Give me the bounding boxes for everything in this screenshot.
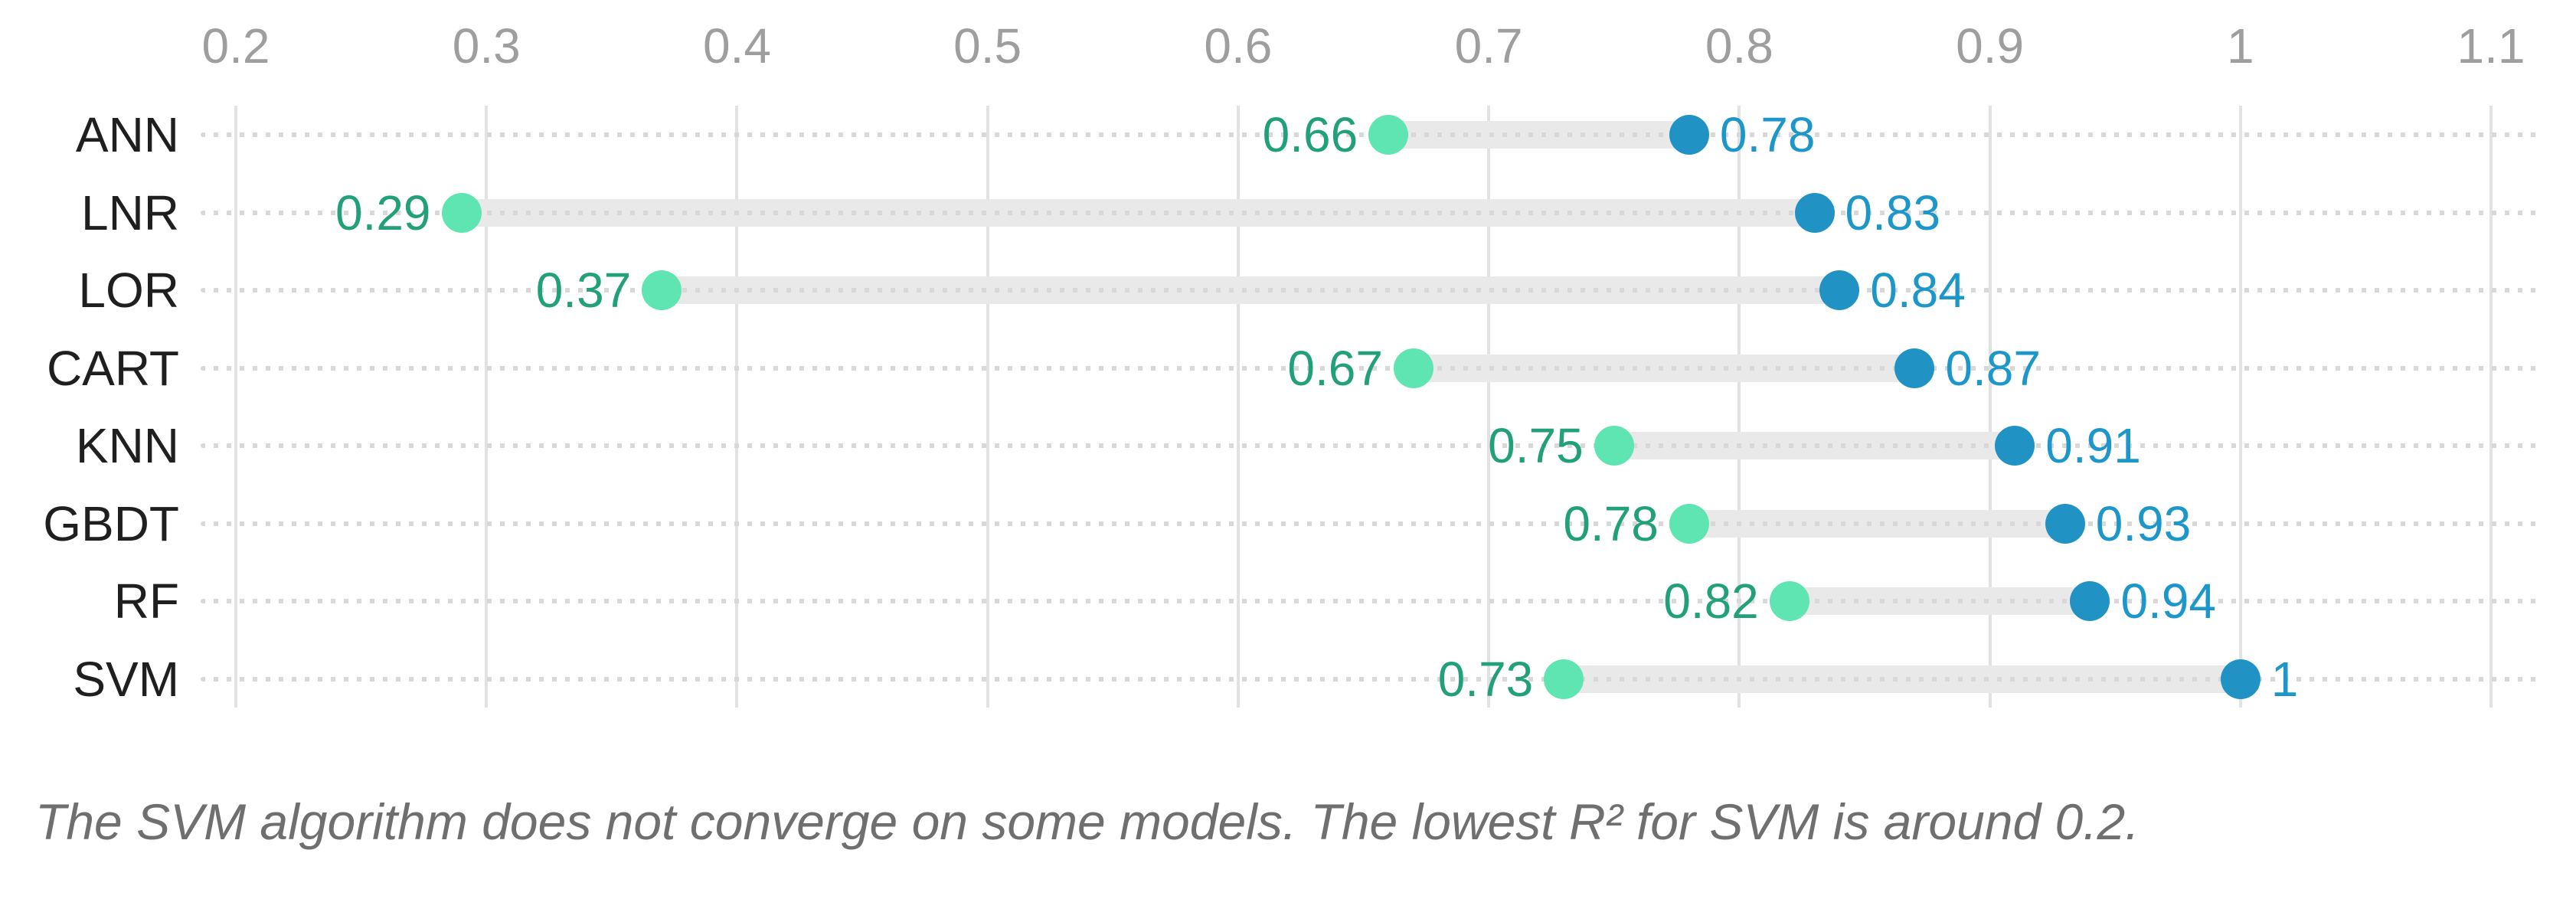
min-value-dot: [1368, 115, 1409, 155]
x-tick-label: 0.3: [452, 18, 521, 74]
row-leader-dotted-line: [201, 443, 2542, 449]
category-label: LOR: [78, 263, 179, 319]
max-value-dot: [2070, 581, 2110, 622]
gridline: [234, 106, 237, 708]
min-value-label: 0.73: [1437, 651, 1534, 707]
category-label: RF: [113, 574, 179, 629]
max-value-dot: [1794, 192, 1835, 233]
min-value-dot: [441, 192, 482, 233]
category-label: GBDT: [43, 495, 179, 551]
max-value-dot: [1669, 115, 1709, 155]
min-value-label: 0.67: [1287, 340, 1383, 396]
x-tick-label: 0.4: [702, 18, 771, 74]
gridline: [735, 106, 739, 708]
dumbbell-chart: 0.2 0.3 0.4 0.5 0.6 0.7 0.8 0.9 1 1.1 ANN 0.66 0.78 L…: [43, 18, 2542, 708]
max-value-label: 0.93: [2095, 495, 2192, 551]
x-tick-label: 0.5: [953, 18, 1022, 74]
x-tick-label: 0.8: [1705, 18, 1773, 74]
row-leader-dotted-line: [201, 365, 2542, 371]
row-leader-dotted-line: [201, 210, 2542, 215]
gridline: [485, 106, 489, 708]
x-tick-label: 0.9: [1956, 18, 2025, 74]
max-value-dot: [2045, 503, 2085, 544]
min-value-dot: [642, 270, 682, 311]
category-label: LNR: [80, 185, 179, 240]
min-value-dot: [1669, 503, 1709, 544]
gridline: [1236, 106, 1240, 708]
x-tick-label: 0.7: [1454, 18, 1523, 74]
category-label: ANN: [75, 107, 179, 162]
row-leader-dotted-line: [201, 521, 2542, 526]
category-label: SVM: [73, 651, 179, 707]
category-label: KNN: [75, 418, 179, 474]
max-value-label: 0.78: [1719, 107, 1816, 162]
min-value-label: 0.78: [1563, 495, 1659, 551]
min-value-label: 0.82: [1663, 574, 1759, 629]
min-value-dot: [1393, 348, 1433, 388]
max-value-label: 1: [2270, 651, 2299, 707]
min-value-dot: [1769, 581, 1809, 622]
max-value-dot: [2220, 659, 2261, 699]
min-value-label: 0.37: [535, 263, 632, 319]
min-value-dot: [1544, 659, 1584, 699]
row-leader-dotted-line: [201, 676, 2542, 682]
gridline: [1487, 106, 1491, 708]
max-value-dot: [1819, 270, 1860, 311]
row-leader-dotted-line: [201, 599, 2542, 604]
x-tick-label: 0.6: [1204, 18, 1273, 74]
category-label: CART: [46, 340, 179, 396]
max-value-label: 0.91: [2045, 418, 2141, 474]
min-value-dot: [1594, 426, 1634, 466]
min-value-label: 0.66: [1262, 107, 1358, 162]
max-value-dot: [1995, 426, 2035, 466]
gridline: [1988, 106, 1992, 708]
row-leader-dotted-line: [201, 288, 2542, 293]
min-value-label: 0.29: [335, 185, 431, 240]
gridline: [2489, 106, 2493, 708]
max-value-label: 0.83: [1845, 185, 1941, 240]
max-value-label: 0.84: [1870, 263, 1966, 319]
chart-caption: The SVM algorithm does not converge on s…: [35, 793, 2140, 850]
gridline: [986, 106, 989, 708]
x-tick-label: 1.1: [2457, 18, 2525, 74]
max-value-dot: [1894, 348, 1935, 388]
max-value-label: 0.87: [1945, 340, 2041, 396]
x-tick-label: 0.2: [201, 18, 270, 74]
gridline: [1737, 106, 1741, 708]
max-value-label: 0.94: [2120, 574, 2216, 629]
gridline: [2238, 106, 2242, 708]
min-value-label: 0.75: [1488, 418, 1584, 474]
x-tick-label: 1: [2226, 18, 2254, 74]
